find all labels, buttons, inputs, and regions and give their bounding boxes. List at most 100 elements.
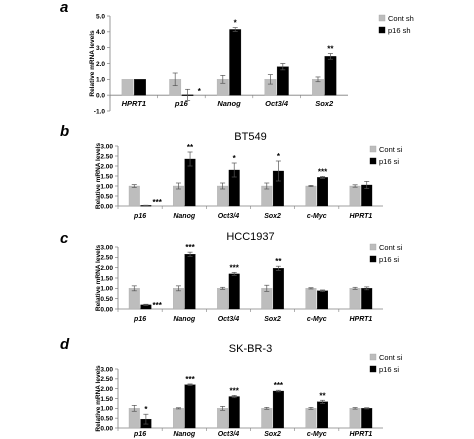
bar-treatment [229,29,242,96]
bar-control [349,288,361,310]
bar-treatment [184,384,196,429]
significance-stars: * [234,19,238,28]
category-label: c-Myc [307,213,327,220]
y-tick-label: 0.50 [100,296,113,303]
bar-control [128,288,140,310]
bar-treatment [272,268,284,310]
category-label: Oct3/4 [218,213,240,220]
y-tick-label: 0.00 [100,203,113,210]
bar-treatment [134,79,146,96]
legend-label: Cont si [379,145,403,154]
panel-label: a [60,0,68,16]
significance-stars: * [144,405,148,414]
legend-swatch-control [369,353,377,361]
category-label: Nanog [173,316,196,323]
category-label: p16 [133,213,146,220]
legend-label: p16 sh [388,26,411,35]
y-axis-label: Relative mRNA levels [89,30,96,97]
y-tick-label: -1.0 [94,108,106,115]
bar-treatment [184,254,196,310]
significance-stars: * [233,154,237,163]
y-tick-label: 1.00 [100,183,113,190]
bar-control [349,408,361,429]
y-tick-label: 1.0 [96,77,105,84]
y-axis-label: Relative mRNA levels [95,365,102,432]
significance-stars: *** [230,386,240,395]
bar-control [121,79,134,96]
category-label: Oct3/4 [265,99,289,108]
bar-control [349,185,361,207]
significance-stars: *** [274,381,284,390]
significance-stars: * [277,152,281,161]
category-label: HPRT1 [122,99,146,108]
bar-control [305,408,317,429]
category-label: Sox2 [264,316,281,323]
category-label: p16 [133,431,146,438]
significance-stars: ** [275,257,282,266]
panel-label: b [60,123,69,140]
y-tick-label: 2.0 [96,61,105,68]
y-tick-label: 1.50 [100,275,113,282]
y-tick-label: 1.00 [100,286,113,293]
legend-label: Cont sh [388,14,414,23]
category-label: Oct3/4 [218,431,240,438]
bar-treatment [272,390,284,429]
y-tick-label: 3.00 [100,366,113,373]
chart-title: SK-BR-3 [229,343,272,355]
significance-stars: * [198,87,202,96]
bar-treatment [361,288,373,310]
y-tick-label: 2.50 [100,153,113,160]
y-tick-label: 5.0 [96,13,105,20]
y-tick-label: 3.0 [96,45,105,52]
bar-control [128,185,140,207]
y-tick-label: 4.0 [96,29,105,36]
bar-control [217,408,229,429]
legend-swatch-treatment [369,365,377,373]
bar-treatment [361,408,373,429]
bar-treatment [228,396,240,429]
legend-swatch-treatment [378,26,386,34]
panel-label: c [60,230,69,247]
bar-control [172,408,184,429]
category-label: Nanog [173,213,196,220]
bar-treatment [228,273,240,310]
category-label: Sox2 [264,431,281,438]
category-label: p16 [133,316,146,323]
significance-stars: ** [327,45,334,54]
category-label: Sox2 [315,99,334,108]
significance-stars: ** [319,391,326,400]
legend-swatch-treatment [369,157,377,165]
legend-swatch-treatment [369,255,377,263]
y-tick-label: 3.00 [100,244,113,251]
significance-stars: *** [230,263,240,272]
legend-swatch-control [369,243,377,251]
y-tick-label: 2.00 [100,265,113,272]
bar-control [261,408,273,429]
bar-control [172,288,184,310]
significance-stars: *** [185,375,195,384]
significance-stars: *** [153,198,163,207]
bar-treatment [317,290,329,310]
y-tick-label: 0.0 [96,92,105,99]
y-tick-label: 2.50 [100,376,113,383]
bar-treatment [324,56,337,96]
category-label: c-Myc [307,316,327,323]
category-label: HPRT1 [350,316,373,323]
category-label: c-Myc [307,431,327,438]
y-tick-label: 2.50 [100,255,113,262]
y-axis-label: Relative mRNA levels [95,143,102,210]
y-tick-label: 1.50 [100,396,113,403]
category-label: Oct3/4 [218,316,240,323]
legend-label: Cont si [379,243,403,252]
legend-label: p16 si [379,365,399,374]
y-tick-label: 3.00 [100,143,113,150]
legend-swatch-control [378,14,386,22]
chart-title: BT549 [234,131,266,143]
category-label: p16 [174,99,189,108]
bar-control [305,288,317,310]
y-tick-label: 0.00 [100,306,113,313]
y-tick-label: 0.50 [100,415,113,422]
bar-treatment [276,66,289,96]
category-label: HPRT1 [350,431,373,438]
